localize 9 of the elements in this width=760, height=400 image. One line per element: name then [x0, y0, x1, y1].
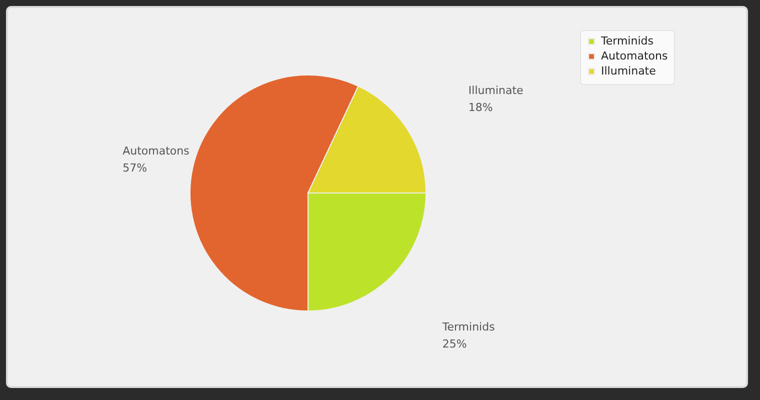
slice-label: Automatons: [122, 144, 190, 158]
legend-label: Terminids: [600, 34, 654, 48]
legend-label: Automatons: [601, 50, 668, 62]
slice-label: Terminids: [441, 320, 496, 334]
slice-label: Illuminate: [468, 84, 524, 98]
data-label: 25%: [442, 337, 467, 350]
legend-label: Illuminate: [601, 64, 656, 78]
data-label: 57%: [122, 162, 148, 175]
data-label: 18%: [468, 101, 493, 114]
